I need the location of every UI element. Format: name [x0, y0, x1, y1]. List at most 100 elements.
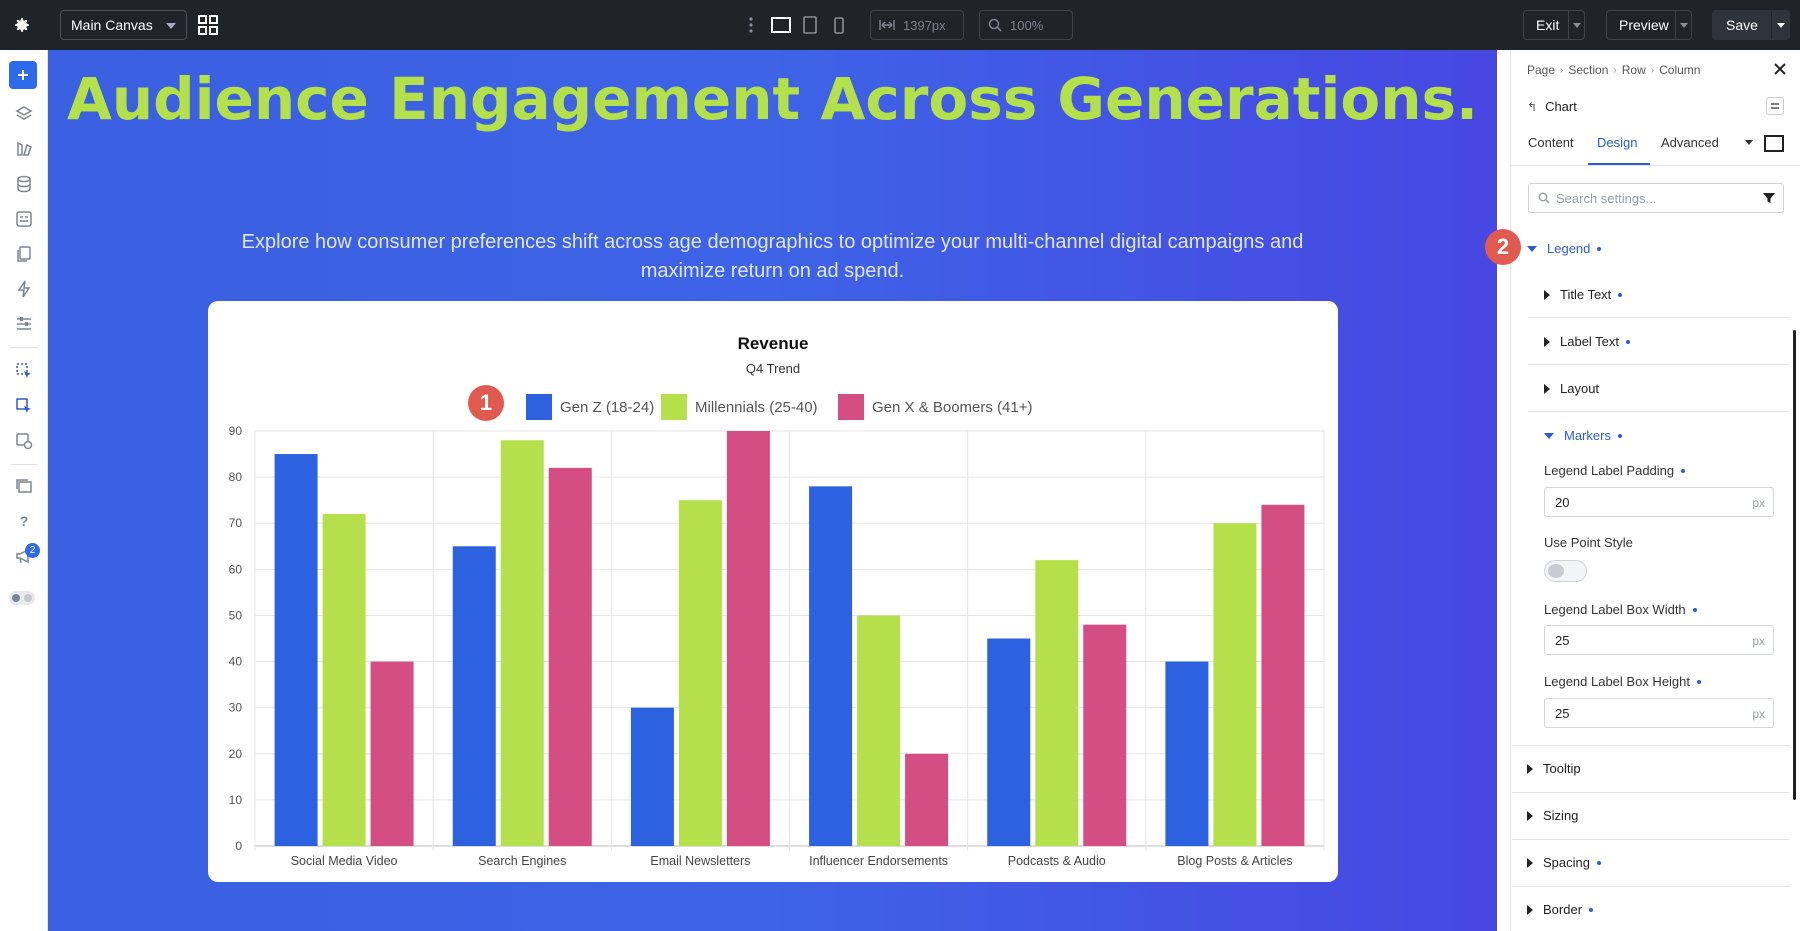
- border-section[interactable]: Border: [1527, 902, 1594, 917]
- legend-label-box-width-value: 25: [1555, 632, 1570, 648]
- legend-label-box-width-text: Legend Label Box Width: [1544, 602, 1686, 617]
- module-options-icon[interactable]: [1766, 97, 1784, 115]
- filter-icon[interactable]: [1762, 191, 1776, 205]
- canvas-width-field[interactable]: 1397px: [870, 10, 964, 40]
- close-icon[interactable]: [1773, 62, 1787, 76]
- tab-design[interactable]: Design: [1597, 135, 1638, 150]
- preview-button[interactable]: Preview: [1606, 10, 1692, 40]
- form-icon[interactable]: [12, 207, 36, 231]
- search-settings-field[interactable]: Search settings...: [1528, 183, 1784, 213]
- settings-panel: [1510, 50, 1800, 931]
- zoom-icon: [988, 18, 1002, 32]
- legend-label-box-width-input[interactable]: 25 px: [1544, 625, 1774, 655]
- sizing-label: Sizing: [1543, 808, 1579, 823]
- tabs-dropdown-icon[interactable]: [1745, 140, 1753, 145]
- legend-swatch: [838, 394, 864, 420]
- sliders-icon[interactable]: [12, 312, 36, 336]
- layout-section[interactable]: Layout: [1544, 381, 1599, 396]
- legend-section-toggle[interactable]: Legend: [1527, 241, 1602, 256]
- title-text-section[interactable]: Title Text: [1544, 287, 1623, 302]
- layout-settings-icon[interactable]: [12, 429, 36, 453]
- caret-right-icon: [1544, 289, 1550, 300]
- y-tick-label: 10: [229, 793, 243, 807]
- modified-dot: [1618, 292, 1623, 297]
- back-arrow-icon[interactable]: ↰: [1527, 99, 1538, 114]
- gear-icon[interactable]: [10, 13, 34, 37]
- modified-dot: [1626, 339, 1631, 344]
- design-library-icon[interactable]: [12, 137, 36, 161]
- legend-label-padding-input[interactable]: 20 px: [1544, 487, 1774, 517]
- pages-icon[interactable]: [12, 242, 36, 266]
- left-sidebar: ? 2: [0, 50, 48, 931]
- preview-mode-icon[interactable]: [1764, 135, 1784, 152]
- divider: [1512, 886, 1790, 887]
- tab-content[interactable]: Content: [1528, 135, 1574, 150]
- toggle-knob: [1548, 564, 1564, 578]
- border-label: Border: [1543, 902, 1583, 917]
- y-tick-label: 90: [229, 424, 243, 438]
- tooltip-label: Tooltip: [1543, 761, 1581, 776]
- lightning-icon[interactable]: [12, 277, 36, 301]
- sizing-section[interactable]: Sizing: [1527, 808, 1578, 823]
- tab-advanced[interactable]: Advanced: [1661, 135, 1719, 150]
- search-placeholder: Search settings...: [1556, 190, 1657, 206]
- help-icon[interactable]: ?: [19, 513, 29, 529]
- chart-module[interactable]: Revenue Q4 Trend Gen Z (18-24) Millennials …: [208, 301, 1338, 882]
- divider: [1512, 839, 1790, 840]
- use-point-style-toggle[interactable]: [1544, 560, 1587, 582]
- legend-label-box-height-input[interactable]: 25 px: [1544, 698, 1774, 728]
- windows-icon[interactable]: [12, 474, 36, 498]
- breadcrumb-section[interactable]: Section: [1568, 63, 1609, 77]
- canvas-select[interactable]: Main Canvas: [60, 10, 187, 40]
- exit-dropdown-icon[interactable]: [1568, 11, 1584, 39]
- divider: [1528, 411, 1790, 412]
- legend-label-box-height-label: Legend Label Box Height: [1544, 674, 1702, 689]
- breadcrumb-page[interactable]: Page: [1527, 63, 1556, 77]
- hero-title[interactable]: Audience Engagement Across Generations.: [66, 65, 1479, 133]
- notification-badge: 2: [25, 543, 40, 558]
- bar: [905, 753, 949, 846]
- legend-label: Millennials (25-40): [695, 399, 818, 416]
- save-dropdown-icon[interactable]: [1771, 11, 1789, 39]
- legend-label-box-width-label: Legend Label Box Width: [1544, 602, 1697, 617]
- tablet-view-icon[interactable]: [799, 14, 821, 36]
- bar: [1083, 624, 1127, 846]
- preview-dropdown-icon[interactable]: [1675, 11, 1691, 39]
- layers-icon[interactable]: [12, 102, 36, 126]
- legend-label: Gen Z (18-24): [560, 399, 654, 416]
- megaphone-icon[interactable]: [12, 544, 36, 568]
- more-vertical-icon[interactable]: [745, 14, 757, 36]
- modified-dot: [1697, 679, 1702, 684]
- bar: [1213, 523, 1257, 846]
- legend-label: Gen X & Boomers (41+): [872, 399, 1033, 416]
- desktop-view-icon[interactable]: [769, 14, 793, 36]
- label-text-label: Label Text: [1560, 334, 1620, 349]
- panel-scrollbar[interactable]: [1793, 330, 1796, 800]
- markers-section[interactable]: Markers: [1544, 428, 1622, 443]
- caret-down-icon: [1527, 245, 1537, 252]
- bar: [857, 615, 901, 846]
- zoom-field[interactable]: 100%: [979, 10, 1073, 40]
- divider: [1528, 317, 1790, 318]
- breadcrumb-column[interactable]: Column: [1659, 63, 1701, 77]
- markers-label: Markers: [1564, 428, 1611, 443]
- legend-label-padding-value: 20: [1555, 494, 1570, 510]
- exit-button[interactable]: Exit: [1523, 10, 1585, 40]
- pointer-multi-select-icon[interactable]: [12, 394, 36, 418]
- toggle-knob: [12, 594, 20, 602]
- breadcrumb-row[interactable]: Row: [1621, 63, 1646, 77]
- legend-swatch: [661, 394, 687, 420]
- hero-subtitle[interactable]: Explore how consumer preferences shift a…: [241, 231, 1304, 282]
- mobile-view-icon[interactable]: [828, 14, 850, 36]
- pointer-select-icon[interactable]: [12, 359, 36, 383]
- mode-toggle[interactable]: [9, 591, 35, 605]
- save-button[interactable]: Save: [1712, 10, 1790, 40]
- label-text-section[interactable]: Label Text: [1544, 334, 1631, 349]
- database-icon[interactable]: [12, 172, 36, 196]
- search-icon: [1538, 192, 1550, 204]
- grid-layout-icon[interactable]: [196, 13, 220, 37]
- x-tick-label: Search Engines: [478, 854, 566, 868]
- add-module-icon[interactable]: [9, 61, 37, 89]
- tooltip-section[interactable]: Tooltip: [1527, 761, 1581, 776]
- spacing-section[interactable]: Spacing: [1527, 855, 1601, 870]
